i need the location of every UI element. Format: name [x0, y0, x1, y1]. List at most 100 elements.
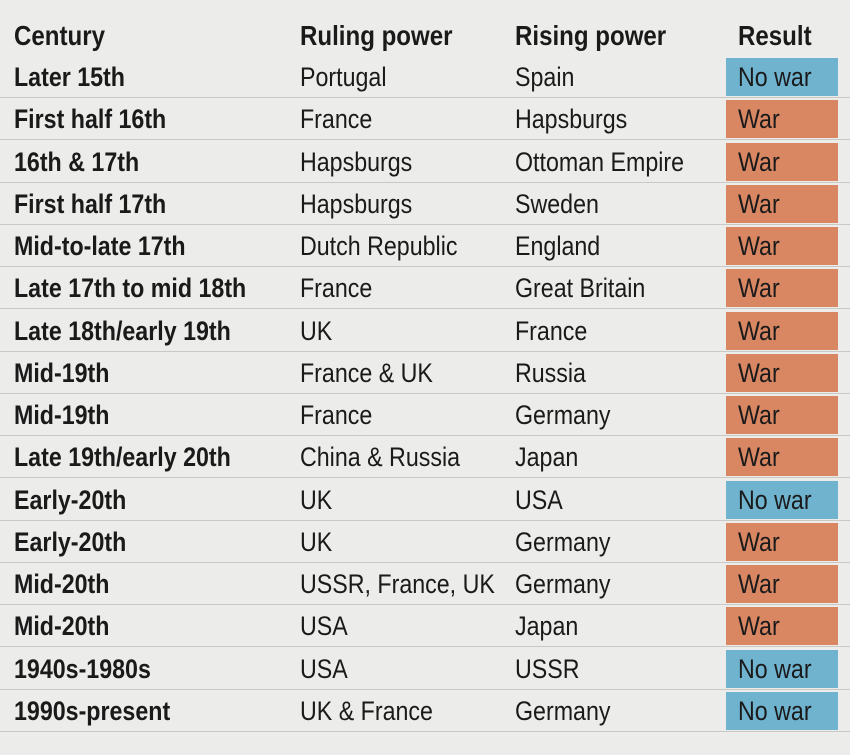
table-row: Early-20th UK USA No war	[0, 479, 850, 521]
table-row: Mid-20th USSR, France, UK Germany War	[0, 563, 850, 605]
ruling-power-cell: China & Russia	[300, 442, 461, 473]
table-row: 16th & 17th Hapsburgs Ottoman Empire War	[0, 141, 850, 183]
header-century: Century	[14, 20, 105, 51]
table-row: 1990s-present UK & France Germany No war	[0, 690, 850, 732]
century-cell: 1990s-present	[14, 695, 171, 726]
ruling-power-cell: France & UK	[300, 357, 433, 388]
ruling-power-cell: UK	[300, 315, 333, 346]
result-badge-no-war: No war	[726, 691, 838, 730]
rising-power-cell: Germany	[515, 526, 611, 557]
rising-power-cell: Spain	[515, 62, 575, 92]
rising-power-cell: Great Britain	[515, 273, 646, 304]
table-row: First half 16th France Hapsburgs War	[0, 98, 850, 141]
rising-power-cell: Japan	[515, 611, 579, 642]
rising-power-cell: England	[515, 231, 601, 261]
ruling-power-cell: Dutch Republic	[300, 231, 458, 261]
ruling-power-cell: France	[300, 273, 373, 304]
table-row: Late 18th/early 19th UK France War	[0, 310, 850, 352]
ruling-power-cell: UK & France	[300, 695, 433, 726]
rising-power-cell: USA	[515, 484, 563, 515]
table-row: First half 17th Hapsburgs Sweden War	[0, 183, 850, 225]
result-badge-no-war: No war	[726, 58, 838, 96]
table-row: 1940s-1980s USA USSR No war	[0, 648, 850, 690]
rising-power-cell: Germany	[515, 400, 611, 430]
rising-power-cell: Germany	[515, 695, 611, 726]
result-label: No war	[738, 695, 812, 726]
table-row: Early-20th UK Germany War	[0, 521, 850, 563]
rising-power-cell: Russia	[515, 357, 586, 388]
result-label: War	[738, 400, 780, 430]
table-header-row: Century Ruling power Rising power Result	[0, 15, 850, 57]
result-badge-war: War	[726, 227, 838, 265]
result-badge-no-war: No war	[726, 649, 838, 688]
table-row: Mid-20th USA Japan War	[0, 605, 850, 648]
result-label: War	[738, 188, 780, 219]
result-badge-war: War	[726, 353, 838, 392]
table-row: Late 19th/early 20th China & Russia Japan W…	[0, 436, 850, 479]
header-result: Result	[738, 20, 812, 51]
ruling-power-cell: USA	[300, 611, 348, 642]
result-label: War	[738, 569, 780, 599]
result-badge-war: War	[726, 100, 838, 139]
century-cell: Mid-20th	[14, 611, 110, 642]
result-label: War	[738, 231, 780, 261]
century-cell: First half 16th	[14, 104, 167, 135]
header-ruling-power: Ruling power	[300, 20, 453, 51]
result-label: No war	[738, 484, 812, 515]
century-cell: Mid-to-late 17th	[14, 231, 186, 261]
ruling-power-cell: USSR, France, UK	[300, 569, 495, 599]
rising-power-cell: USSR	[515, 653, 580, 684]
ruling-power-cell: UK	[300, 526, 333, 557]
table-row: Late 17th to mid 18th France Great Britain…	[0, 267, 850, 310]
table-row: Mid-to-late 17th Dutch Republic England War	[0, 225, 850, 267]
century-cell: First half 17th	[14, 188, 167, 219]
result-label: War	[738, 442, 780, 473]
result-label: No war	[738, 653, 812, 684]
result-label: No war	[738, 62, 812, 92]
rising-power-cell: France	[515, 315, 588, 346]
ruling-power-cell: France	[300, 400, 373, 430]
result-badge-war: War	[726, 438, 838, 477]
century-cell: Later 15th	[14, 62, 125, 92]
result-label: War	[738, 357, 780, 388]
ruling-power-cell: USA	[300, 653, 348, 684]
table-row: Mid-19th France Germany War	[0, 394, 850, 436]
rising-power-cell: Hapsburgs	[515, 104, 628, 135]
header-rising-power: Rising power	[515, 20, 667, 51]
result-badge-war: War	[726, 607, 838, 646]
rising-power-cell: Sweden	[515, 188, 599, 219]
result-label: War	[738, 104, 780, 135]
rising-power-cell: Germany	[515, 569, 611, 599]
century-cell: Mid-19th	[14, 357, 110, 388]
century-cell: Early-20th	[14, 484, 127, 515]
result-badge-war: War	[726, 269, 838, 308]
result-label: War	[738, 315, 780, 346]
result-badge-war: War	[726, 565, 838, 603]
century-cell: 16th & 17th	[14, 146, 140, 177]
century-cell: Late 18th/early 19th	[14, 315, 231, 346]
century-cell: Mid-20th	[14, 569, 110, 599]
century-cell: Mid-19th	[14, 400, 110, 430]
result-label: War	[738, 611, 780, 642]
ruling-power-cell: Portugal	[300, 62, 387, 92]
result-label: War	[738, 146, 780, 177]
ruling-power-cell: UK	[300, 484, 333, 515]
century-cell: Early-20th	[14, 526, 127, 557]
table-row: Later 15th Portugal Spain No war	[0, 56, 850, 98]
result-badge-no-war: No war	[726, 480, 838, 519]
rising-power-cell: Japan	[515, 442, 579, 473]
result-badge-war: War	[726, 522, 838, 561]
century-cell: 1940s-1980s	[14, 653, 151, 684]
table-row: Mid-19th France & UK Russia War	[0, 352, 850, 394]
result-badge-war: War	[726, 184, 838, 223]
ruling-power-cell: Hapsburgs	[300, 188, 413, 219]
century-cell: Late 17th to mid 18th	[14, 273, 247, 304]
result-badge-war: War	[726, 311, 838, 350]
result-badge-war: War	[726, 396, 838, 434]
result-badge-war: War	[726, 142, 838, 181]
rising-power-cell: Ottoman Empire	[515, 146, 685, 177]
ruling-power-cell: France	[300, 104, 373, 135]
result-label: War	[738, 526, 780, 557]
ruling-power-cell: Hapsburgs	[300, 146, 413, 177]
century-cell: Late 19th/early 20th	[14, 442, 231, 473]
